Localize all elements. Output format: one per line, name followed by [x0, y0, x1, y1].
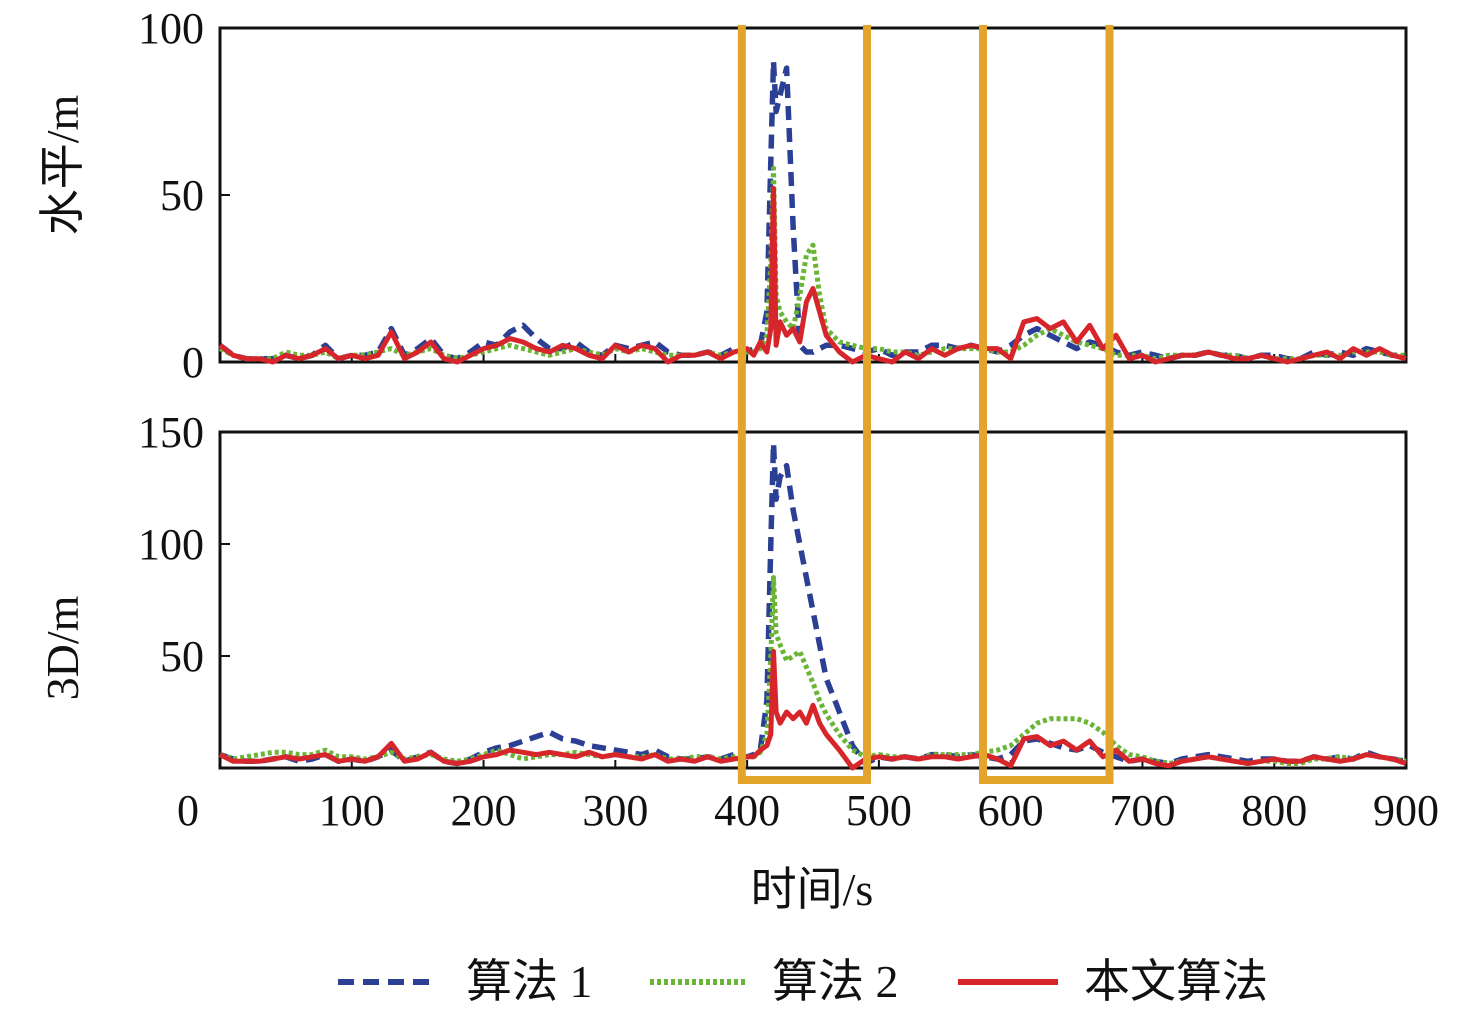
- y-tick-label: 0: [182, 338, 204, 387]
- plot-frame: [218, 26, 1408, 364]
- x-tick-label: 400: [714, 786, 780, 835]
- series-line-1: [218, 58, 1406, 362]
- series-line-3: [218, 649, 1407, 771]
- legend-label-2: 算法 2: [772, 956, 899, 1007]
- series-line-3: [218, 185, 1407, 365]
- x-tick-label: 700: [1109, 786, 1175, 835]
- panel-2: 50 100 150 0 100 200 300 400 500 600 700 800 900: [138, 408, 1439, 835]
- series-line-2: [218, 165, 1406, 362]
- y-axis-label-top: 水平/m: [37, 95, 88, 236]
- x-tick-label: 300: [582, 786, 648, 835]
- y-tick-label: 150: [138, 408, 204, 457]
- y-tick-label: 100: [138, 4, 204, 53]
- x-axis-label: 时间/s: [751, 864, 874, 915]
- legend-label-1: 算法 1: [466, 956, 593, 1007]
- plot-frame: [218, 430, 1408, 770]
- x-tick-label: 200: [451, 786, 517, 835]
- y-axis-label-bottom: 3D/m: [37, 595, 88, 700]
- x-tick-label: 0: [177, 786, 199, 835]
- y-tick-label: 100: [138, 520, 204, 569]
- x-tick-label: 900: [1373, 786, 1439, 835]
- x-tick-label: 600: [978, 786, 1044, 835]
- legend-label-3: 本文算法: [1084, 956, 1268, 1007]
- y-tick-label: 50: [160, 171, 204, 220]
- highlight-window: [978, 25, 1114, 784]
- legend: 算法 1 算法 2 本文算法: [338, 956, 1268, 1007]
- panel-1: 0 50 100: [138, 4, 1408, 387]
- y-tick-label: 50: [160, 632, 204, 681]
- series-line-1: [219, 440, 1407, 767]
- x-tick-label: 500: [846, 786, 912, 835]
- x-tick-label: 800: [1241, 786, 1307, 835]
- highlight-window: [737, 25, 872, 784]
- x-tick-label: 100: [319, 786, 385, 835]
